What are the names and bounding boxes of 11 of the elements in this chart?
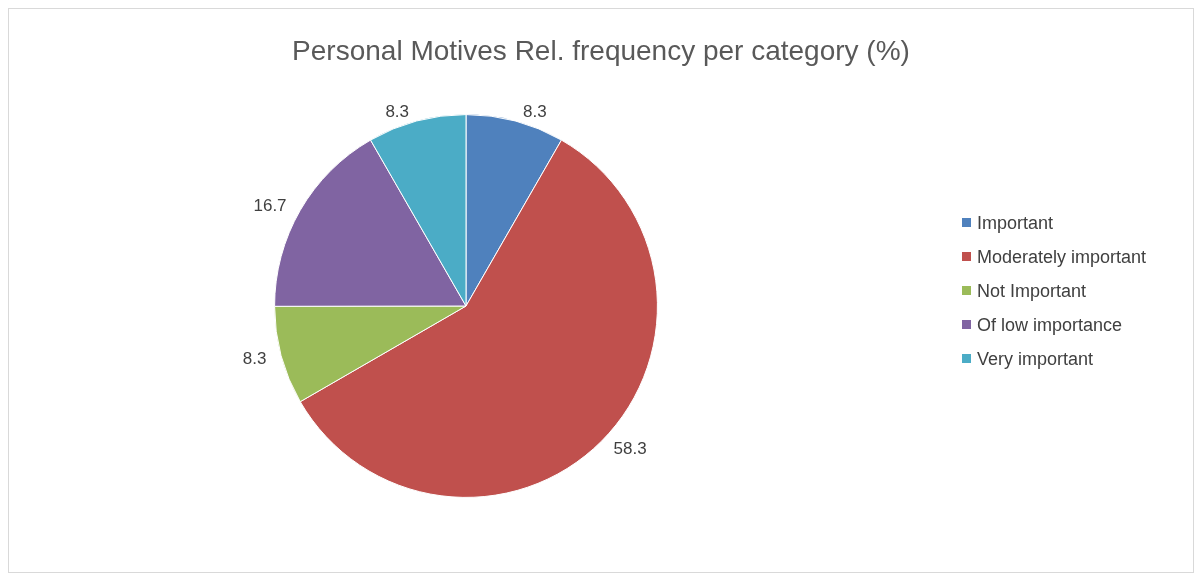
legend-label: Moderately important <box>977 246 1147 267</box>
data-label: 8.3 <box>242 348 267 368</box>
legend-label: Not Important <box>977 280 1087 301</box>
legend-label: Important <box>977 212 1054 233</box>
legend-label: Of low importance <box>977 314 1123 335</box>
data-label: 16.7 <box>253 195 287 215</box>
data-label: 58.3 <box>613 438 647 458</box>
data-label: 8.3 <box>385 101 410 121</box>
chart-title: Personal Motives Rel. frequency per category (%) <box>292 34 910 66</box>
legend-label: Very important <box>977 348 1094 369</box>
data-label: 8.3 <box>522 101 547 121</box>
